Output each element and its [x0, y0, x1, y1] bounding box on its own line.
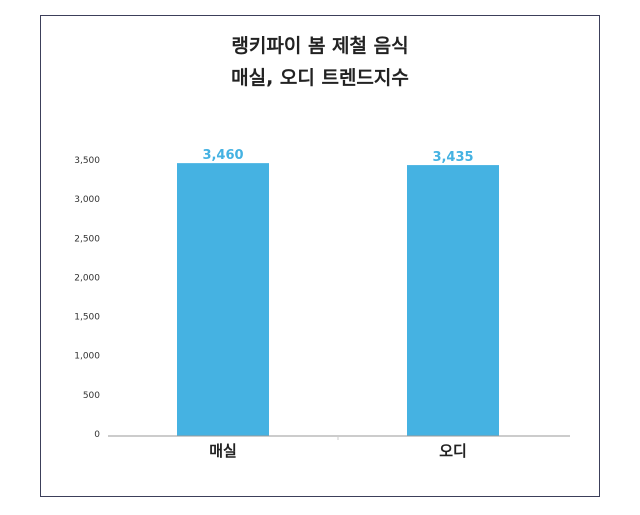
chart-frame	[40, 15, 600, 497]
y-tick-label: 1,500	[74, 313, 100, 323]
x-axis: 매실 오디	[209, 436, 467, 460]
data-label: 3,435	[432, 150, 473, 165]
bars: 3,460 3,435	[177, 148, 499, 437]
chart-title-line1: 랭키파이 봄 제철 음식	[231, 35, 409, 57]
y-tick-label: 500	[83, 391, 100, 401]
y-tick-label: 0	[94, 430, 100, 440]
y-tick-label: 3,000	[74, 195, 100, 205]
y-tick-label: 2,500	[74, 234, 100, 244]
y-tick-label: 3,500	[74, 156, 100, 166]
chart-title-line2: 매실, 오디 트렌드지수	[231, 67, 409, 89]
data-label: 3,460	[202, 148, 243, 163]
chart-title: 랭키파이 봄 제철 음식 매실, 오디 트렌드지수	[0, 30, 640, 94]
x-category-label: 오디	[439, 442, 467, 460]
y-tick-label: 1,000	[74, 352, 100, 362]
y-tick-label: 2,000	[74, 273, 100, 283]
bar	[177, 163, 269, 437]
x-category-label: 매실	[209, 442, 237, 460]
y-axis: 0 500 1,000 1,500 2,000 2,500 3,000 3,500	[74, 156, 100, 440]
bar	[407, 165, 499, 437]
